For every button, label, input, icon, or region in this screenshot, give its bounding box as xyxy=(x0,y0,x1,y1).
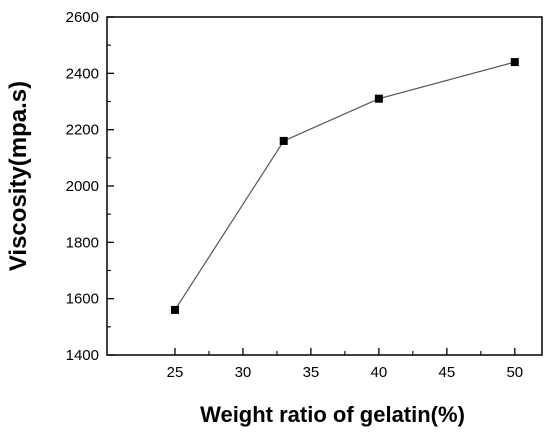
x-tick-label: 35 xyxy=(303,364,320,381)
series-group xyxy=(170,58,519,314)
x-axis-ticks: 25 30 35 40 45 50 xyxy=(167,348,523,381)
y-axis-ticks: 1400 1600 1800 2000 2200 2400 2600 xyxy=(66,9,114,364)
y-tick-label: 1400 xyxy=(66,347,99,364)
x-axis-title: Weight ratio of gelatin(%) xyxy=(200,402,465,427)
x-tick-label: 50 xyxy=(506,364,523,381)
x-tick-label: 45 xyxy=(439,364,456,381)
y-tick-label: 2400 xyxy=(66,65,99,82)
y-tick-label: 1800 xyxy=(66,234,99,251)
axes xyxy=(106,16,543,356)
x-tick-label: 25 xyxy=(167,364,184,381)
x-tick-label: 40 xyxy=(371,364,388,381)
plot-frame xyxy=(106,16,543,356)
data-point-marker xyxy=(374,94,383,103)
y-tick-label: 2000 xyxy=(66,178,99,195)
data-point-marker xyxy=(170,305,179,314)
data-point-marker xyxy=(510,58,519,67)
series-line xyxy=(174,61,515,311)
y-tick-label: 2600 xyxy=(66,9,99,26)
y-tick-label: 2200 xyxy=(66,122,99,139)
data-point-marker xyxy=(279,136,288,145)
y-tick-label: 1600 xyxy=(66,291,99,308)
x-tick-label: 30 xyxy=(235,364,252,381)
y-axis-title: Viscosity(mpa.s) xyxy=(5,81,32,271)
